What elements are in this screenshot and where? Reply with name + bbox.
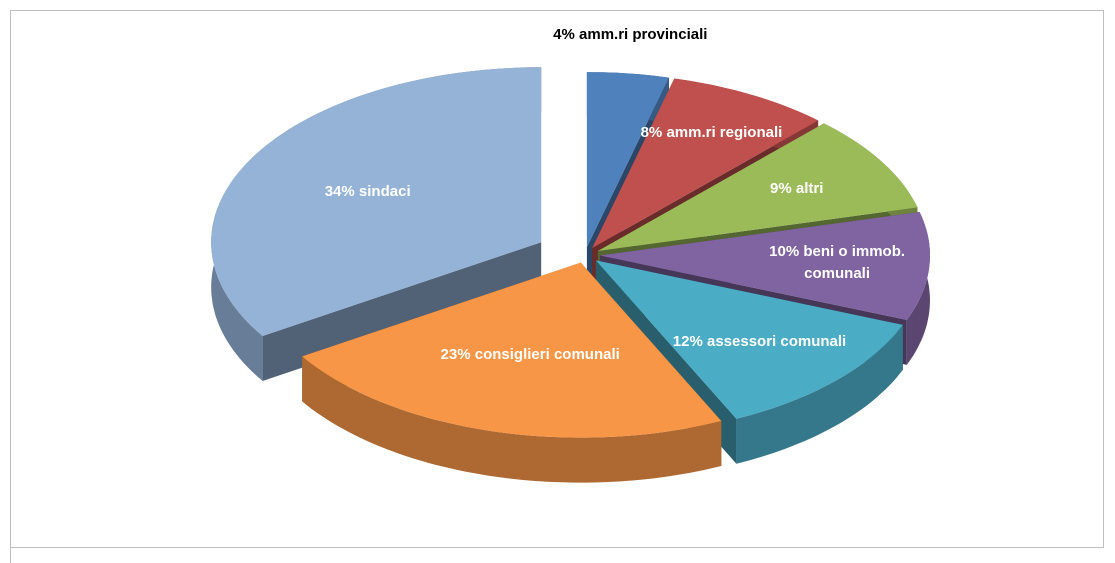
value-label: 23% bbox=[440, 346, 471, 364]
frame-edge bbox=[10, 548, 11, 563]
slice-top bbox=[595, 260, 903, 419]
slice-label: 10% beni o immob. comunali bbox=[742, 241, 932, 285]
category-label: consiglieri comunali bbox=[474, 346, 620, 364]
slice-top bbox=[592, 78, 819, 248]
outer-wall bbox=[302, 356, 722, 483]
category-label: sindaci bbox=[358, 182, 411, 200]
chart-frame bbox=[10, 10, 1104, 548]
slice-top bbox=[586, 72, 669, 248]
slice-label: 9% altri bbox=[702, 178, 892, 200]
slice-label: 8% amm.ri regionali bbox=[616, 122, 806, 144]
category-label: amm.ri regionali bbox=[666, 124, 783, 141]
slice-label: 4% amm.ri provinciali bbox=[535, 24, 725, 46]
slice-label: 34% sindaci bbox=[273, 181, 463, 203]
outer-wall bbox=[736, 324, 903, 464]
value-label: 8% bbox=[640, 124, 663, 141]
value-label: 9% bbox=[770, 179, 792, 197]
value-label: 4% bbox=[553, 25, 575, 43]
slice-tops bbox=[211, 67, 930, 438]
category-label: assessori comunali bbox=[706, 332, 847, 350]
slice-top bbox=[600, 212, 930, 320]
slice-top bbox=[302, 262, 722, 438]
category-label: altri bbox=[795, 179, 824, 197]
value-label: 34% bbox=[324, 182, 355, 200]
category-label: amm.ri provinciali bbox=[579, 25, 708, 43]
value-label: 10% bbox=[769, 243, 800, 261]
value-label: 12% bbox=[672, 332, 703, 350]
slice-top bbox=[211, 67, 542, 336]
slice-label: 12% assessori comunali bbox=[665, 331, 855, 353]
slice-top bbox=[597, 123, 918, 251]
slice-label: 23% consiglieri comunali bbox=[435, 344, 625, 366]
category-label: beni o immob. comunali bbox=[803, 243, 906, 283]
